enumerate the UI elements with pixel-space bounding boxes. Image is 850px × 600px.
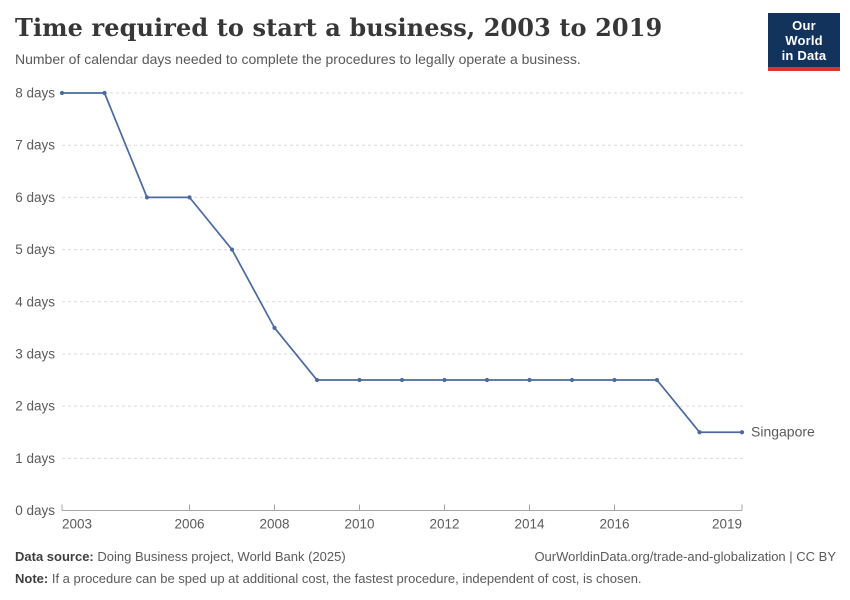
data-point — [229, 247, 235, 252]
data-point — [697, 430, 702, 435]
owid-logo-line1: Our World — [785, 18, 823, 48]
attribution-link[interactable]: OurWorldinData.org/trade-and-globalizati… — [534, 549, 836, 564]
data-point — [357, 377, 362, 383]
data-point — [569, 377, 575, 383]
y-tick-label: 5 days — [15, 242, 55, 257]
x-tick-label: 2003 — [62, 517, 92, 532]
data-point — [272, 325, 277, 330]
x-tick-label: 2019 — [712, 517, 742, 532]
owid-logo-line2: in Data — [781, 48, 827, 63]
data-source-text: Doing Business project, World Bank (2025… — [93, 549, 346, 564]
x-tick-label: 2014 — [514, 517, 545, 532]
data-point — [59, 90, 65, 96]
data-point — [187, 195, 192, 200]
data-point — [612, 377, 617, 383]
data-point — [527, 377, 532, 383]
data-source-label: Data source: — [15, 549, 94, 564]
chart-footer: Data source: Doing Business project, Wor… — [15, 548, 836, 565]
x-tick-label: 2006 — [174, 517, 204, 532]
y-tick-label: 7 days — [15, 138, 55, 153]
data-point — [399, 377, 405, 383]
data-point — [442, 377, 447, 383]
data-source: Data source: Doing Business project, Wor… — [15, 548, 346, 565]
y-tick-label: 2 days — [15, 399, 55, 414]
x-tick-label: 2012 — [429, 517, 459, 532]
y-tick-label: 4 days — [15, 294, 55, 309]
y-tick-label: 1 days — [15, 451, 55, 466]
y-tick-label: 6 days — [15, 190, 55, 205]
data-point — [739, 430, 745, 435]
data-point — [314, 377, 320, 383]
y-tick-label: 0 days — [15, 503, 55, 518]
page-title: Time required to start a business, 2003 … — [15, 13, 663, 42]
note-text: If a procedure can be sped up at additio… — [48, 571, 642, 586]
x-tick-label: 2008 — [259, 517, 289, 532]
y-tick-label: 8 days — [15, 86, 55, 101]
data-point — [484, 377, 490, 383]
chart-subtitle: Number of calendar days needed to comple… — [15, 51, 581, 67]
data-point — [144, 195, 150, 200]
x-tick-label: 2010 — [344, 517, 374, 532]
data-point — [102, 90, 107, 96]
x-tick-label: 2016 — [599, 517, 629, 532]
note-label: Note: — [15, 571, 49, 586]
chart-note: Note: If a procedure can be sped up at a… — [15, 570, 836, 587]
y-tick-label: 3 days — [15, 346, 55, 361]
data-point — [654, 377, 660, 383]
owid-logo[interactable]: Our World in Data — [768, 13, 840, 71]
series-end-label: Singapore — [751, 424, 815, 440]
